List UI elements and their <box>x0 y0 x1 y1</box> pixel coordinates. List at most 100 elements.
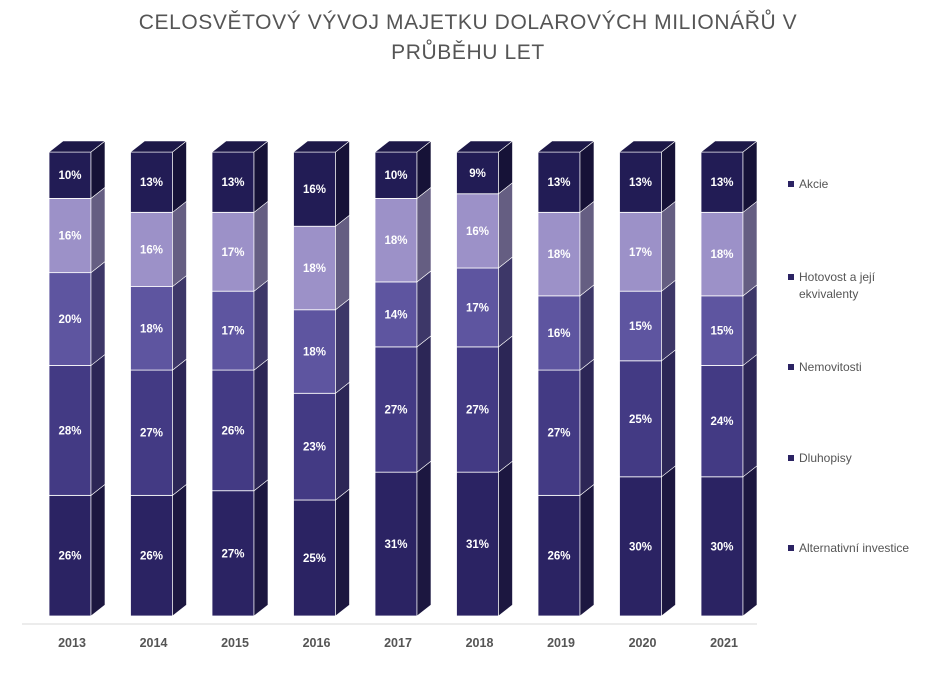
data-label: 16% <box>303 184 326 196</box>
segment-side <box>416 335 432 473</box>
segment-side <box>90 261 106 367</box>
legend-label: Dluhopisy <box>799 451 852 465</box>
bar-segment: 18% <box>293 298 350 394</box>
bar-segment: 10% <box>374 140 432 200</box>
bar-segment: 9% <box>455 140 514 195</box>
x-axis-ticks: 2013 2014 2015 2016 2017 2018 2019 2020 2021 <box>58 636 738 650</box>
segment-side <box>253 358 269 492</box>
segment-front <box>293 309 336 394</box>
x-tick-label: 2017 <box>384 636 412 650</box>
bar-segment: 27% <box>374 335 432 473</box>
segment-side <box>335 140 350 227</box>
segment-front <box>374 346 418 473</box>
data-label: 16% <box>547 328 570 340</box>
data-label: 24% <box>710 416 733 428</box>
bar-segment: 16% <box>292 140 351 227</box>
segment-front <box>537 369 581 496</box>
segment-side <box>579 358 595 496</box>
data-label: 13% <box>547 177 570 189</box>
segment-side <box>90 353 106 496</box>
bar-segment: 18% <box>130 274 187 371</box>
segment-side <box>90 483 106 617</box>
bar-2020: 30% 25% 15% 17% 13% <box>618 140 677 617</box>
segment-side <box>579 483 595 617</box>
x-tick-label: 2019 <box>547 636 575 650</box>
segment-side <box>498 335 513 473</box>
bar-segment: 18% <box>537 200 595 297</box>
data-label: 25% <box>303 553 326 565</box>
segment-front <box>211 151 255 213</box>
legend-item: Dluhopisy <box>788 451 852 465</box>
data-label: 16% <box>140 244 163 256</box>
legend-item: Alternativní investice <box>788 541 909 555</box>
segment-front <box>211 290 255 371</box>
bar-segment: 31% <box>456 460 513 617</box>
bar-segment: 26% <box>130 483 187 617</box>
data-label: 27% <box>384 405 407 417</box>
bar-segment: 27% <box>537 358 595 496</box>
bar-segment: 17% <box>619 200 676 292</box>
data-label: 9% <box>469 168 486 180</box>
bar-segment: 18% <box>700 200 758 297</box>
segment-top <box>700 140 758 153</box>
data-label: 17% <box>221 247 244 259</box>
segment-side <box>172 200 187 288</box>
bar-segment: 13% <box>537 140 595 213</box>
legend: Akcie Hotovost a její ekvivalenty Nemovitos… <box>788 177 909 555</box>
data-label: 13% <box>710 177 733 189</box>
data-label: 15% <box>629 321 652 333</box>
data-label: 26% <box>221 425 244 437</box>
bar-2016: 25% 23% 18% 18% 16% <box>292 140 351 617</box>
legend-label: Akcie <box>799 177 829 191</box>
segment-top <box>292 140 351 153</box>
segment-side <box>335 298 350 394</box>
data-label: 13% <box>221 177 244 189</box>
legend-label: Nemovitosti <box>799 360 862 374</box>
bar-segment: 13% <box>211 140 269 213</box>
data-label: 25% <box>629 414 652 426</box>
bar-segment: 28% <box>48 353 106 496</box>
bar-segment: 26% <box>537 483 595 617</box>
bar-segment: 23% <box>293 381 350 501</box>
segment-side <box>335 488 350 617</box>
bar-segment: 15% <box>619 279 676 362</box>
x-tick-label: 2018 <box>466 636 494 650</box>
bar-segment: 27% <box>456 335 513 473</box>
bar-2018: 31% 27% 17% 16% 9% <box>455 140 514 617</box>
segment-top <box>374 140 432 153</box>
data-label: 17% <box>629 247 652 259</box>
segment-side <box>253 140 269 213</box>
segment-side <box>90 186 106 274</box>
data-label: 16% <box>58 231 81 243</box>
bar-segment: 16% <box>48 186 106 274</box>
segment-side <box>742 353 758 478</box>
data-label: 23% <box>303 442 326 454</box>
segment-side <box>335 214 350 311</box>
chart-title: CELOSVĚTOVÝ VÝVOJ MAJETKU DOLAROVÝCH MIL… <box>0 8 936 68</box>
chart-title-line-2: PRŮBĚHU LET <box>391 41 545 64</box>
segment-front <box>456 346 499 473</box>
segment-side <box>661 349 676 478</box>
segment-side <box>498 256 513 348</box>
segment-side <box>172 358 187 496</box>
segment-front <box>619 290 662 362</box>
data-label: 26% <box>140 551 163 563</box>
segment-front <box>537 494 581 617</box>
segment-front <box>293 499 336 617</box>
segment-top <box>618 140 677 153</box>
bar-segment: 16% <box>130 200 187 288</box>
data-label: 18% <box>547 249 570 261</box>
data-label: 30% <box>629 541 652 553</box>
segment-front <box>374 471 418 617</box>
segment-front <box>130 151 173 213</box>
segment-front <box>374 151 418 199</box>
segment-side <box>661 465 676 617</box>
segment-front <box>374 281 418 348</box>
legend-marker <box>788 455 794 461</box>
data-label: 31% <box>384 539 407 551</box>
segment-side <box>579 284 595 371</box>
data-label: 18% <box>140 323 163 335</box>
data-label: 27% <box>140 428 163 440</box>
x-tick-label: 2016 <box>303 636 331 650</box>
bar-segment: 31% <box>374 460 432 617</box>
